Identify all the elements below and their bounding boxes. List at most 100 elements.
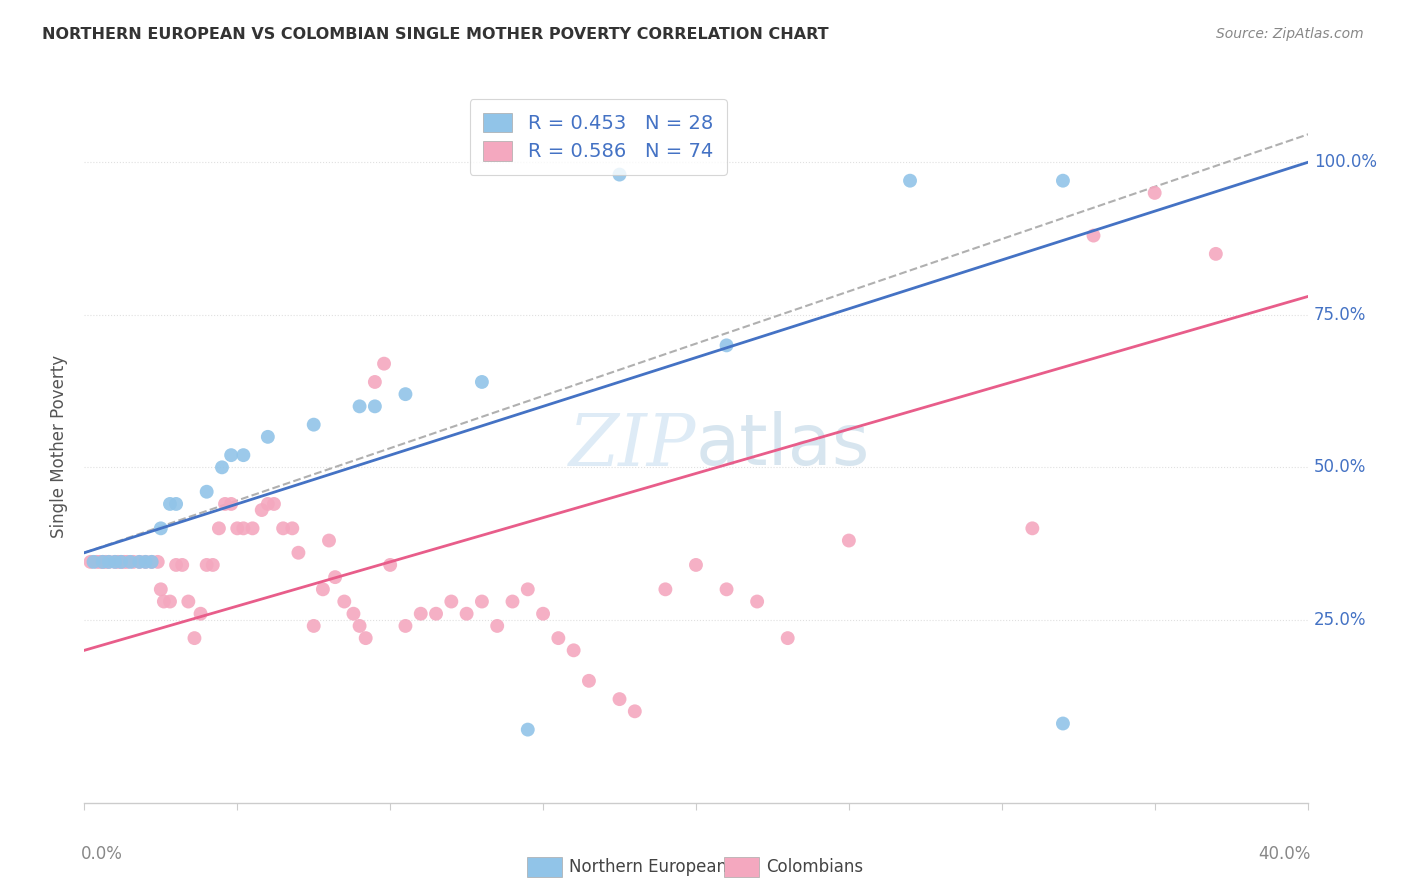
Text: 25.0%: 25.0% <box>1313 611 1367 629</box>
Point <box>373 357 395 371</box>
Point <box>149 521 172 535</box>
Point <box>149 582 172 597</box>
Point <box>502 594 524 608</box>
Point <box>364 400 387 414</box>
Point <box>89 555 111 569</box>
Point <box>318 533 340 548</box>
Point <box>172 558 194 572</box>
Point <box>141 555 163 569</box>
Point <box>281 521 304 535</box>
Point <box>425 607 447 621</box>
Point <box>91 555 114 569</box>
Point <box>547 631 569 645</box>
Point <box>135 555 157 569</box>
Point <box>394 619 416 633</box>
Text: Northern Europeans: Northern Europeans <box>569 858 737 876</box>
Point <box>354 631 377 645</box>
Point <box>159 594 181 608</box>
Point <box>110 555 132 569</box>
Point <box>104 555 127 569</box>
Point <box>115 555 138 569</box>
Text: Source: ZipAtlas.com: Source: ZipAtlas.com <box>1216 27 1364 41</box>
Point <box>91 555 114 569</box>
Point <box>104 555 127 569</box>
Text: 50.0%: 50.0% <box>1313 458 1367 476</box>
Point <box>1143 186 1166 200</box>
Point <box>263 497 285 511</box>
Point <box>94 555 117 569</box>
Text: 100.0%: 100.0% <box>1313 153 1376 171</box>
Text: atlas: atlas <box>696 411 870 481</box>
Point <box>578 673 600 688</box>
Point <box>654 582 676 597</box>
Point <box>211 460 233 475</box>
Point <box>257 430 280 444</box>
Point <box>226 521 249 535</box>
Point <box>486 619 509 633</box>
Point <box>242 521 264 535</box>
Point <box>219 497 242 511</box>
Point <box>146 555 169 569</box>
Point <box>112 555 135 569</box>
Point <box>141 555 163 569</box>
Point <box>177 594 200 608</box>
Point <box>898 174 921 188</box>
Text: 75.0%: 75.0% <box>1313 306 1367 324</box>
Point <box>159 497 181 511</box>
Point <box>107 555 129 569</box>
Point <box>97 555 120 569</box>
Point <box>516 723 538 737</box>
Point <box>201 558 224 572</box>
Text: ZIP: ZIP <box>568 410 696 482</box>
Point <box>747 594 769 608</box>
Point <box>1052 716 1074 731</box>
Point <box>333 594 356 608</box>
Point <box>214 497 236 511</box>
Point <box>165 497 187 511</box>
Point <box>312 582 335 597</box>
Point <box>79 555 101 569</box>
Point <box>624 704 647 718</box>
Point <box>409 607 432 621</box>
Point <box>128 555 150 569</box>
Point <box>394 387 416 401</box>
Point <box>165 558 187 572</box>
Point <box>342 607 364 621</box>
Point <box>110 555 132 569</box>
Point <box>232 448 254 462</box>
Point <box>380 558 402 572</box>
Point <box>349 400 371 414</box>
Point <box>120 555 142 569</box>
Text: 0.0%: 0.0% <box>82 846 124 863</box>
Point <box>1205 247 1227 261</box>
Point <box>195 484 218 499</box>
Y-axis label: Single Mother Poverty: Single Mother Poverty <box>51 354 69 538</box>
Point <box>1083 228 1105 243</box>
Point <box>516 582 538 597</box>
Legend: R = 0.453   N = 28, R = 0.586   N = 74: R = 0.453 N = 28, R = 0.586 N = 74 <box>470 99 727 175</box>
Point <box>250 503 273 517</box>
Point <box>208 521 231 535</box>
Point <box>128 555 150 569</box>
Point <box>219 448 242 462</box>
Text: NORTHERN EUROPEAN VS COLOMBIAN SINGLE MOTHER POVERTY CORRELATION CHART: NORTHERN EUROPEAN VS COLOMBIAN SINGLE MO… <box>42 27 828 42</box>
Point <box>562 643 585 657</box>
Point <box>195 558 218 572</box>
Point <box>97 555 120 569</box>
Point <box>531 607 554 621</box>
Point <box>302 619 325 633</box>
Point <box>153 594 176 608</box>
Point <box>440 594 463 608</box>
Point <box>232 521 254 535</box>
Point <box>83 555 105 569</box>
Point <box>838 533 860 548</box>
Point <box>122 555 145 569</box>
Point <box>86 555 108 569</box>
Point <box>190 607 212 621</box>
Point <box>349 619 371 633</box>
Point <box>135 555 157 569</box>
Point <box>716 338 738 352</box>
Point <box>323 570 346 584</box>
Point <box>257 497 280 511</box>
Point <box>302 417 325 432</box>
